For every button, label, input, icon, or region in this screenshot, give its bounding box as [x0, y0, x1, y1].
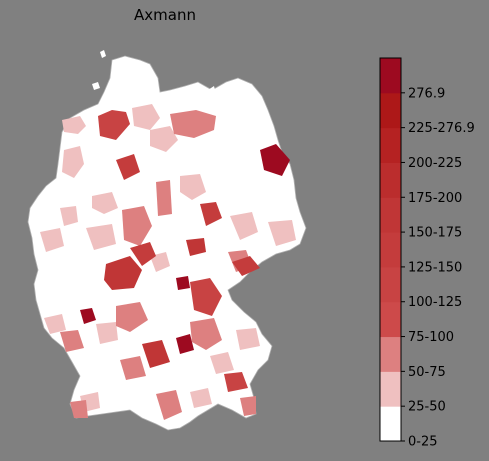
colorbar-border	[379, 57, 402, 442]
district-100-150	[104, 256, 142, 290]
district-225-276	[176, 276, 190, 290]
colorbar-swatch	[380, 232, 401, 268]
district-25-50	[40, 228, 64, 252]
district-25-50	[190, 388, 212, 408]
colorbar-tick-label: 100-125	[408, 295, 462, 310]
colorbar-tick-label: 25-50	[408, 400, 446, 415]
island-shape	[100, 50, 106, 58]
colorbar-swatch	[380, 301, 401, 338]
district-25-50	[150, 126, 178, 152]
district-100-150	[224, 372, 248, 392]
district-100-150	[130, 242, 156, 266]
colorbar-ticks: 0-25 25-50 50-75 75-100 100-125 125-150 150-17…	[401, 86, 475, 450]
colorbar-swatches	[380, 58, 401, 442]
district-50-75	[156, 390, 182, 420]
germany-outline	[27, 55, 307, 431]
district-25-50	[62, 146, 84, 178]
district-225-276	[176, 334, 194, 354]
island-shape	[92, 82, 100, 90]
district-50-75	[122, 206, 152, 246]
district-25-50	[92, 192, 118, 214]
district-25-50	[86, 224, 116, 250]
district-100-150	[98, 110, 130, 140]
colorbar-swatch	[380, 406, 401, 442]
district-25-50	[230, 212, 258, 240]
colorbar-swatch	[380, 162, 401, 198]
district-25-50	[44, 314, 66, 334]
district-25-50	[210, 352, 234, 374]
colorbar-tick-label: 175-200	[408, 191, 462, 206]
district-patches	[40, 104, 296, 420]
colorbar-swatch	[380, 127, 401, 163]
district-50-75	[156, 180, 172, 216]
district-225-276	[80, 308, 96, 324]
district-50-75	[190, 318, 222, 350]
district-225-276	[260, 144, 290, 176]
district-100-150	[232, 256, 260, 276]
colorbar-swatch	[380, 266, 401, 303]
colorbar-swatch	[380, 336, 401, 372]
colorbar-tick-label: 75-100	[408, 330, 454, 345]
district-100-150	[116, 154, 140, 180]
colorbar-swatch	[380, 371, 401, 407]
district-50-75	[116, 302, 148, 332]
district-25-50	[180, 174, 206, 200]
germany-choropleth-map	[27, 50, 307, 431]
district-25-50	[132, 104, 160, 130]
colorbar-tick-label: 276.9	[408, 86, 445, 101]
district-50-75	[60, 330, 84, 352]
district-100-150	[190, 278, 222, 316]
colorbar-tick-label: 225-276.9	[408, 121, 475, 136]
district-25-50	[62, 116, 86, 134]
island-shape	[208, 86, 216, 96]
district-25-50	[150, 252, 170, 272]
district-100-150	[142, 340, 170, 368]
colorbar-tick-label: 125-150	[408, 260, 462, 275]
district-50-75	[170, 110, 216, 138]
district-25-50	[268, 220, 296, 246]
map-title: Axmann	[134, 6, 196, 24]
colorbar-swatch	[380, 58, 401, 94]
district-50-75	[240, 396, 256, 416]
colorbar-swatch	[380, 92, 401, 129]
colorbar-tick-label: 150-175	[408, 226, 462, 241]
district-25-50	[96, 322, 118, 344]
colorbar-tick-label: 200-225	[408, 156, 462, 171]
colorbar-tick-label: 0-25	[408, 435, 438, 450]
district-50-75	[120, 356, 146, 380]
district-25-50	[236, 328, 260, 350]
colorbar-tick-label: 50-75	[408, 365, 446, 380]
district-100-150	[186, 238, 206, 256]
district-50-75	[70, 400, 88, 418]
district-100-150	[200, 202, 222, 226]
district-25-50	[60, 206, 78, 226]
colorbar-swatch	[380, 197, 401, 233]
